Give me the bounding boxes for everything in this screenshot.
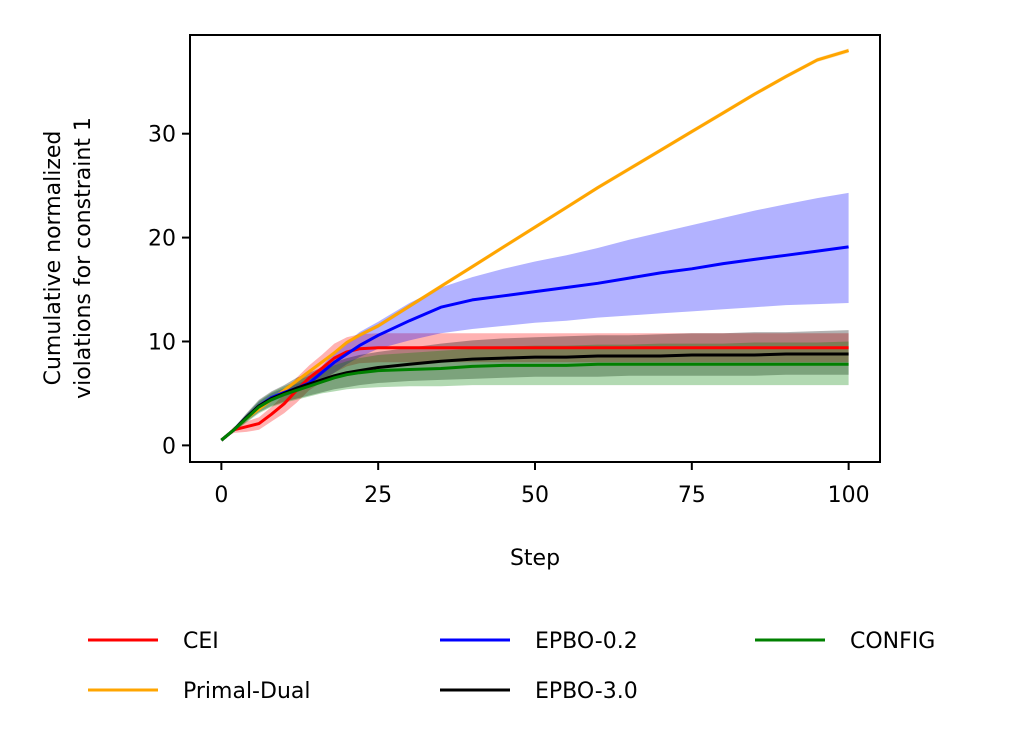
x-tick-label: 100 <box>828 483 870 508</box>
y-tick-label: 10 <box>148 330 176 355</box>
legend-item-epbo-3-0: EPBO-3.0 <box>440 679 638 704</box>
legend: CEI Primal-Dual EPBO-0.2 EPBO-3.0 CONFIG <box>88 629 935 704</box>
x-tick-label: 0 <box>214 483 228 508</box>
legend-label: CONFIG <box>850 629 935 654</box>
legend-label: Primal-Dual <box>183 679 310 704</box>
y-tick-label: 30 <box>148 123 176 148</box>
legend-item-epbo-0-2: EPBO-0.2 <box>440 629 638 654</box>
legend-item-config: CONFIG <box>755 629 935 654</box>
y-axis-ticks: 0 10 20 30 <box>148 123 190 459</box>
x-tick-label: 75 <box>678 483 706 508</box>
y-axis-label: Cumulative normalized violations for con… <box>41 117 96 399</box>
y-tick-label: 20 <box>148 227 176 252</box>
y-axis-label-line-2: violations for constraint 1 <box>71 117 96 399</box>
legend-label: EPBO-3.0 <box>535 679 638 704</box>
legend-label: CEI <box>183 629 219 654</box>
band-epbo-0-2 <box>221 192 849 441</box>
y-axis-label-line-1: Cumulative normalized <box>41 131 66 386</box>
band-cei <box>221 333 849 441</box>
x-axis-label: Step <box>510 546 560 571</box>
x-axis-ticks: 0 25 50 75 100 <box>214 462 870 508</box>
line-cei <box>220 346 849 442</box>
legend-item-primal-dual: Primal-Dual <box>88 679 310 704</box>
y-tick-label: 0 <box>162 434 176 459</box>
x-tick-label: 25 <box>364 483 392 508</box>
legend-label: EPBO-0.2 <box>535 629 638 654</box>
band-epbo-3-0 <box>221 330 849 441</box>
line-config <box>220 362 849 442</box>
series-lines <box>220 49 850 442</box>
legend-item-cei: CEI <box>88 629 219 654</box>
x-tick-label: 50 <box>521 483 549 508</box>
